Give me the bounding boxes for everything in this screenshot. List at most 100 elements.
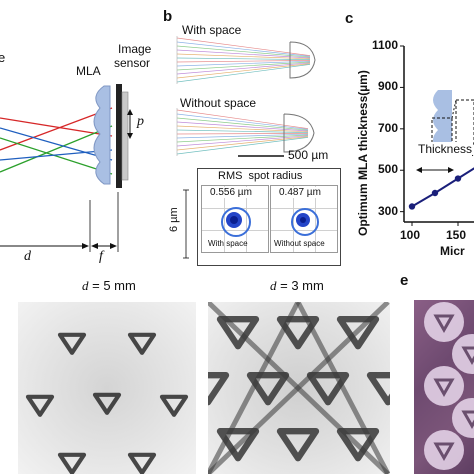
thickness-inset [416,90,474,173]
y-tick-label: 700 [377,120,398,135]
ray-trace-with-space [176,37,311,83]
panel-c: c Thickness Optimum MLA thickness(µm) Mi… [340,0,474,270]
data-point [408,203,416,210]
pattern-line [295,302,390,474]
rms-without-caption: Without space [274,239,325,248]
projected-pattern [127,332,157,355]
y-tick-label: 900 [377,79,398,94]
trace-ray [176,137,309,155]
panel-b-letter: b [163,8,173,25]
spot-diagram-without-space: 0.487 µm Without space [270,185,338,253]
lens-spot-mark [433,442,455,462]
trace-ray [176,57,311,60]
mla-label: MLA [76,64,101,78]
lens-spot-mark [461,410,474,430]
trace-ray [176,53,311,60]
trace-ray [176,133,309,135]
x-tick-label: 100 [400,228,421,242]
panel-b: b With space Without space 500 µm RMS sp… [160,0,341,270]
projected-pattern [57,452,87,474]
trace-ray [176,63,311,79]
pattern-line [208,302,301,474]
trace-ray [176,109,309,129]
projected-pattern [57,332,87,355]
optics-diagram [0,84,133,252]
scale-bar-label: 500 µm [288,148,329,162]
ray-blue-2 [0,149,113,161]
panel-e: e [400,270,474,474]
projected-pattern [208,372,230,406]
trace-ray [176,64,311,83]
rms-without-value: 0.487 µm [279,187,321,198]
microscope-photo [414,300,474,474]
inset-thickness-label: Thickness [418,142,473,156]
trace-ray [176,45,311,58]
lens-spot-mark [461,346,474,366]
data-point [454,175,462,182]
trace-ray [176,135,309,147]
projected-pattern [366,372,390,406]
series-line [411,167,474,208]
trace-ray [176,136,309,151]
rms-with-caption: With space [208,239,248,248]
projected-pattern [276,316,320,350]
lens-with-space [289,41,316,79]
p-label: p [137,114,144,129]
y-tick-label: 1100 [371,38,398,52]
lens-spot [452,334,474,374]
trace-ray [176,60,311,63]
panel-e-letter: e [400,272,409,289]
projected-pattern [336,428,380,462]
ray-trace-figure [176,36,316,157]
lens-spot-mark [433,378,455,398]
thickness-chart [400,45,474,226]
d-label: d [24,249,31,264]
trace-ray [176,113,309,130]
capture-image-d3 [208,302,390,474]
projected-pattern [127,452,157,474]
projected-pattern [306,372,350,406]
pattern-line [208,302,390,474]
rms-spot-box: RMS spot radius 0.556 µm With space 0.48… [197,168,341,266]
f-label: f [99,249,103,264]
chart-ylabel: Optimum MLA thickness(µm) [356,70,370,236]
x-tick-label: 150 [446,228,467,242]
projected-pattern [246,372,290,406]
trace-ray [176,37,311,56]
projected-pattern [25,394,55,417]
lens-spot-mark [433,314,455,334]
lens-spot [424,430,464,470]
trace-ray [176,134,309,143]
lens-spot [424,366,464,406]
panel-a-edge-label: e [0,50,6,65]
sensor-surface [121,91,129,181]
trace-ray [176,41,311,57]
lens-spot [452,398,474,438]
left-image-title: d = 5 mm [82,278,136,293]
y-tick-label: 300 [377,203,398,218]
projected-pattern [216,316,260,350]
rms-with-value: 0.556 µm [210,187,252,198]
trace-ray [176,62,311,75]
y-tick-label: 500 [377,162,398,177]
panel-c-letter: c [345,10,354,27]
capture-image-d5 [18,302,196,474]
sensor-label-line2: sensor [114,56,151,70]
panel-a: e MLA Image sensor p d f [0,0,160,270]
trace-ray [176,117,309,131]
lens-without-space [283,113,315,153]
projected-pattern [276,428,320,462]
trace-ray [176,121,309,132]
left-image-title-text: = 5 mm [92,278,136,293]
ray-green-1 [0,137,113,175]
ray-red-2 [0,107,113,151]
trace-ray [176,133,309,139]
ray-green-2 [0,125,113,173]
image-sensor [116,84,122,188]
data-point [431,189,439,197]
rms-title: RMS spot radius [218,170,303,182]
trace-ray [176,129,309,133]
without-space-label: Without space [180,96,257,110]
mla-lens [93,85,111,185]
projected-pattern [159,394,189,417]
